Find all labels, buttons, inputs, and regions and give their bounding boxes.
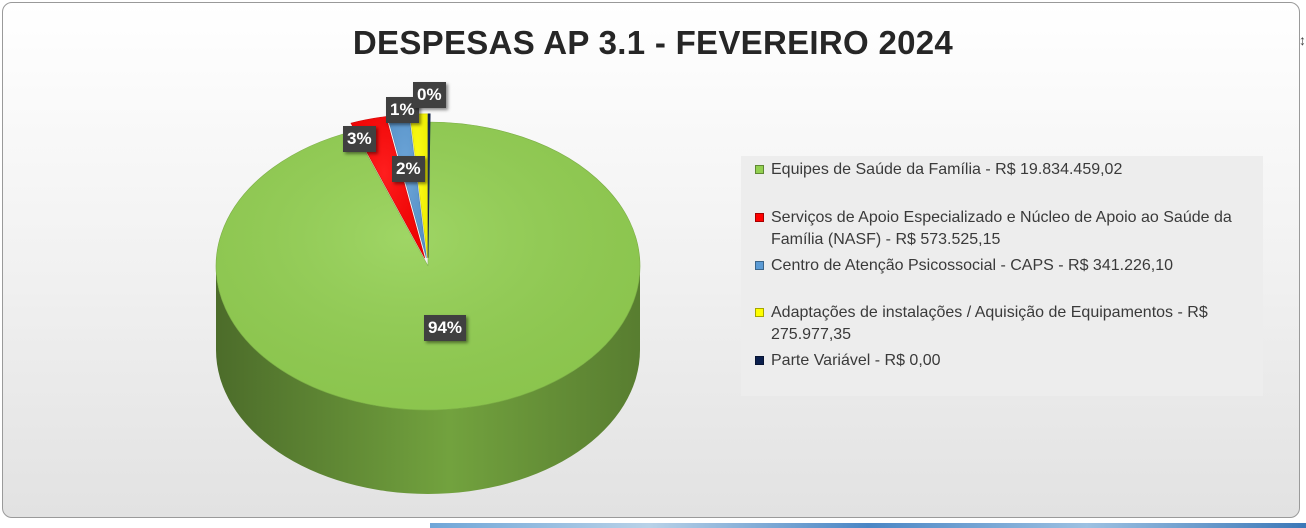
pie-label-equipes: 94% xyxy=(424,315,467,341)
edge-marker-icon: ↕ xyxy=(1299,32,1306,48)
legend-label-adaptacoes: Adaptações de instalações / Aquisição de… xyxy=(771,304,1208,343)
legend-swatch-parte-variavel xyxy=(755,356,764,365)
legend-item-adaptacoes: Adaptações de instalações / Aquisição de… xyxy=(755,302,1255,346)
legend-label-nasf: Serviços de Apoio Especializado e Núcleo… xyxy=(771,209,1232,248)
pie-label-parte-variavel: 0% xyxy=(413,82,446,108)
legend-item-caps: Centro de Atenção Psicossocial - CAPS - … xyxy=(755,255,1255,277)
legend: Equipes de Saúde da Família - R$ 19.834.… xyxy=(741,156,1263,396)
pie-slice-shade-adaptacoes xyxy=(410,113,428,258)
pie-slice-shade-caps xyxy=(387,114,427,258)
legend-swatch-caps xyxy=(755,261,764,270)
chart-title: DESPESAS AP 3.1 - FEVEREIRO 2024 xyxy=(352,24,954,61)
legend-swatch-nasf xyxy=(755,213,764,222)
legend-label-equipes: Equipes de Saúde da Família - R$ 19.834.… xyxy=(771,161,1123,178)
pie-slice-shade-equipes xyxy=(216,122,641,410)
legend-item-parte-variavel: Parte Variável - R$ 0,00 xyxy=(755,350,1255,372)
legend-item-equipes: Equipes de Saúde da Família - R$ 19.834.… xyxy=(755,159,1255,181)
pie-label-nasf: 3% xyxy=(343,126,376,152)
background-strip xyxy=(430,523,1306,528)
legend-item-nasf: Serviços de Apoio Especializado e Núcleo… xyxy=(755,207,1255,251)
pie-label-caps: 2% xyxy=(392,156,425,182)
pie-slice-shade-parte-variavel xyxy=(428,113,431,258)
pie-side-equipes xyxy=(216,266,640,494)
legend-label-parte-variavel: Parte Variável - R$ 0,00 xyxy=(771,352,941,369)
legend-swatch-adaptacoes xyxy=(755,308,764,317)
legend-label-caps: Centro de Atenção Psicossocial - CAPS - … xyxy=(771,257,1173,274)
legend-swatch-equipes xyxy=(755,165,764,174)
